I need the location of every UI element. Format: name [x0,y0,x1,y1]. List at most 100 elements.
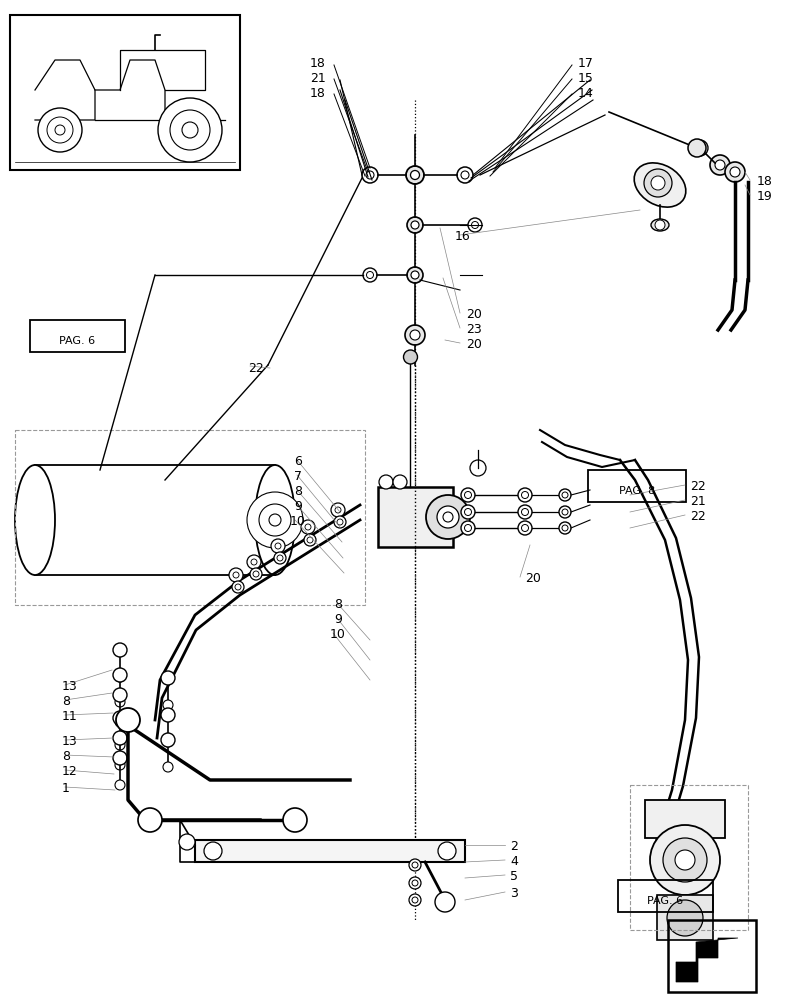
Circle shape [410,330,419,340]
Text: 16: 16 [454,230,470,243]
Circle shape [714,160,724,170]
Polygon shape [676,938,737,982]
Circle shape [247,555,260,569]
Bar [378,487,453,547]
Circle shape [362,167,378,183]
Text: 20: 20 [525,572,540,585]
Circle shape [411,880,418,886]
Circle shape [517,488,531,502]
Text: 13: 13 [62,680,78,693]
Circle shape [561,525,568,531]
Circle shape [253,571,259,577]
Circle shape [561,509,568,515]
Circle shape [561,492,568,498]
Circle shape [649,825,719,895]
Text: 10: 10 [290,515,306,528]
Circle shape [643,169,672,197]
Text: 20: 20 [466,338,481,351]
Circle shape [406,217,423,233]
Circle shape [411,897,418,903]
Circle shape [409,877,420,889]
Circle shape [437,842,456,860]
Circle shape [182,122,198,138]
Circle shape [163,762,173,772]
Circle shape [301,520,315,534]
Text: 8: 8 [62,750,70,763]
Text: 8: 8 [333,598,341,611]
Text: 12: 12 [62,765,78,778]
Bar [644,800,724,838]
Circle shape [471,222,478,229]
Circle shape [158,98,221,162]
Circle shape [161,671,175,685]
Circle shape [403,350,417,364]
Text: 15: 15 [577,72,593,85]
Text: 21: 21 [310,72,325,85]
Circle shape [461,521,474,535]
Text: 3: 3 [509,887,517,900]
Circle shape [517,521,531,535]
Circle shape [55,125,65,135]
Text: 18: 18 [756,175,772,188]
Circle shape [464,508,471,516]
Circle shape [663,838,706,882]
Text: 8: 8 [62,695,70,708]
Circle shape [271,539,285,553]
Bar [195,840,465,862]
Text: PAG. 6: PAG. 6 [59,336,96,346]
Circle shape [521,508,528,516]
Bar [15,430,365,605]
Circle shape [457,167,473,183]
Circle shape [115,672,125,682]
Circle shape [366,271,373,278]
Circle shape [250,568,262,580]
Circle shape [464,524,471,532]
Text: 18: 18 [310,87,325,100]
Circle shape [247,492,303,548]
Text: PAG. 8: PAG. 8 [618,486,654,496]
Circle shape [461,488,474,502]
Text: 7: 7 [294,470,302,483]
Text: 23: 23 [466,323,481,336]
Text: 11: 11 [62,710,78,723]
Circle shape [337,519,342,525]
Circle shape [169,110,210,150]
Text: 18: 18 [310,57,325,70]
Circle shape [307,537,312,543]
Circle shape [259,504,290,536]
Circle shape [115,780,125,790]
Circle shape [363,268,376,282]
Bar [35,465,275,575]
Circle shape [277,555,283,561]
Circle shape [521,491,528,498]
Circle shape [115,760,125,770]
Circle shape [467,218,482,232]
Circle shape [687,139,705,157]
Circle shape [163,737,173,747]
Circle shape [558,522,570,534]
Circle shape [691,140,707,156]
Circle shape [115,740,125,750]
Circle shape [273,552,285,564]
Text: 14: 14 [577,87,593,100]
Circle shape [729,167,739,177]
Circle shape [38,108,82,152]
Circle shape [393,475,406,489]
Bar [656,895,712,940]
Circle shape [470,460,486,476]
Circle shape [410,171,419,180]
Text: 8: 8 [294,485,302,498]
Text: 10: 10 [329,628,345,641]
Circle shape [113,751,127,765]
Text: 6: 6 [294,455,302,468]
Bar [617,880,712,912]
Circle shape [161,733,175,747]
Circle shape [435,892,454,912]
Ellipse shape [650,219,668,231]
Circle shape [229,568,242,582]
Text: 22: 22 [689,510,705,523]
Circle shape [406,267,423,283]
Circle shape [138,808,162,832]
Circle shape [251,559,257,565]
Text: 19: 19 [756,190,772,203]
